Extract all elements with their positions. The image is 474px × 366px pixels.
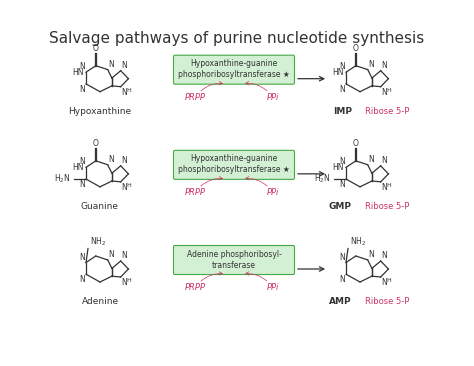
Text: H$_2$N: H$_2$N bbox=[314, 173, 330, 185]
Text: N: N bbox=[382, 156, 387, 165]
Text: N: N bbox=[339, 62, 345, 71]
Text: H: H bbox=[386, 88, 391, 93]
Text: H$_2$N: H$_2$N bbox=[54, 173, 70, 185]
Text: N: N bbox=[369, 155, 374, 164]
Text: N: N bbox=[79, 85, 85, 94]
Text: PPi: PPi bbox=[267, 188, 279, 197]
Text: AMP: AMP bbox=[329, 297, 352, 306]
Text: phosphoribosyltransferase ★: phosphoribosyltransferase ★ bbox=[178, 165, 290, 174]
Text: Hypoxanthine-guanine: Hypoxanthine-guanine bbox=[191, 154, 278, 163]
Text: N: N bbox=[339, 180, 345, 189]
Text: HN: HN bbox=[332, 163, 344, 172]
Text: phosphoribosyltransferase ★: phosphoribosyltransferase ★ bbox=[178, 70, 290, 79]
Text: N: N bbox=[382, 278, 387, 287]
Text: H: H bbox=[126, 278, 131, 283]
Text: N: N bbox=[109, 250, 114, 259]
Text: O: O bbox=[93, 44, 99, 53]
Text: N: N bbox=[369, 60, 374, 68]
Text: NH$_2$: NH$_2$ bbox=[90, 235, 106, 247]
Text: NH$_2$: NH$_2$ bbox=[350, 235, 366, 247]
Text: O: O bbox=[353, 44, 359, 53]
Text: N: N bbox=[339, 85, 345, 94]
Text: GMP: GMP bbox=[329, 202, 352, 211]
Text: HN: HN bbox=[73, 68, 84, 77]
Text: H: H bbox=[386, 278, 391, 283]
Text: N: N bbox=[369, 250, 374, 259]
Text: N: N bbox=[122, 183, 128, 192]
Text: N: N bbox=[79, 157, 85, 167]
Text: Salvage pathways of purine nucleotide synthesis: Salvage pathways of purine nucleotide sy… bbox=[49, 30, 425, 45]
Text: N: N bbox=[109, 60, 114, 68]
Text: N: N bbox=[339, 275, 345, 284]
Text: Ribose 5-P: Ribose 5-P bbox=[365, 297, 410, 306]
Text: Hypoxanthine-guanine: Hypoxanthine-guanine bbox=[191, 59, 278, 68]
Text: H: H bbox=[386, 183, 391, 188]
Text: N: N bbox=[79, 180, 85, 189]
Text: H: H bbox=[126, 183, 131, 188]
FancyBboxPatch shape bbox=[173, 55, 294, 84]
Text: HN: HN bbox=[73, 163, 84, 172]
Text: O: O bbox=[353, 139, 359, 148]
Text: N: N bbox=[339, 253, 345, 262]
Text: N: N bbox=[382, 61, 387, 70]
Text: N: N bbox=[382, 183, 387, 192]
Text: PRPP: PRPP bbox=[184, 93, 205, 102]
FancyBboxPatch shape bbox=[173, 246, 294, 274]
Text: PPi: PPi bbox=[267, 93, 279, 102]
Text: N: N bbox=[339, 157, 345, 167]
Text: Guanine: Guanine bbox=[81, 202, 119, 211]
Text: N: N bbox=[122, 61, 128, 70]
Text: H: H bbox=[126, 88, 131, 93]
Text: N: N bbox=[382, 88, 387, 97]
Text: PRPP: PRPP bbox=[184, 188, 205, 197]
Text: Ribose 5-P: Ribose 5-P bbox=[365, 107, 410, 116]
Text: N: N bbox=[122, 88, 128, 97]
Text: transferase: transferase bbox=[212, 261, 256, 269]
FancyBboxPatch shape bbox=[173, 150, 294, 179]
Text: N: N bbox=[109, 155, 114, 164]
Text: Hypoxanthine: Hypoxanthine bbox=[68, 107, 132, 116]
Text: N: N bbox=[122, 251, 128, 260]
Text: Adenine phosphoribosyl-: Adenine phosphoribosyl- bbox=[187, 250, 282, 258]
Text: O: O bbox=[93, 139, 99, 148]
Text: N: N bbox=[79, 275, 85, 284]
Text: N: N bbox=[382, 251, 387, 260]
Text: PPi: PPi bbox=[267, 283, 279, 292]
Text: N: N bbox=[122, 156, 128, 165]
Text: Ribose 5-P: Ribose 5-P bbox=[365, 202, 410, 211]
Text: PRPP: PRPP bbox=[184, 283, 205, 292]
Text: N: N bbox=[79, 253, 85, 262]
Text: HN: HN bbox=[332, 68, 344, 77]
Text: N: N bbox=[79, 62, 85, 71]
Text: IMP: IMP bbox=[333, 107, 352, 116]
Text: N: N bbox=[122, 278, 128, 287]
Text: Adenine: Adenine bbox=[82, 297, 118, 306]
